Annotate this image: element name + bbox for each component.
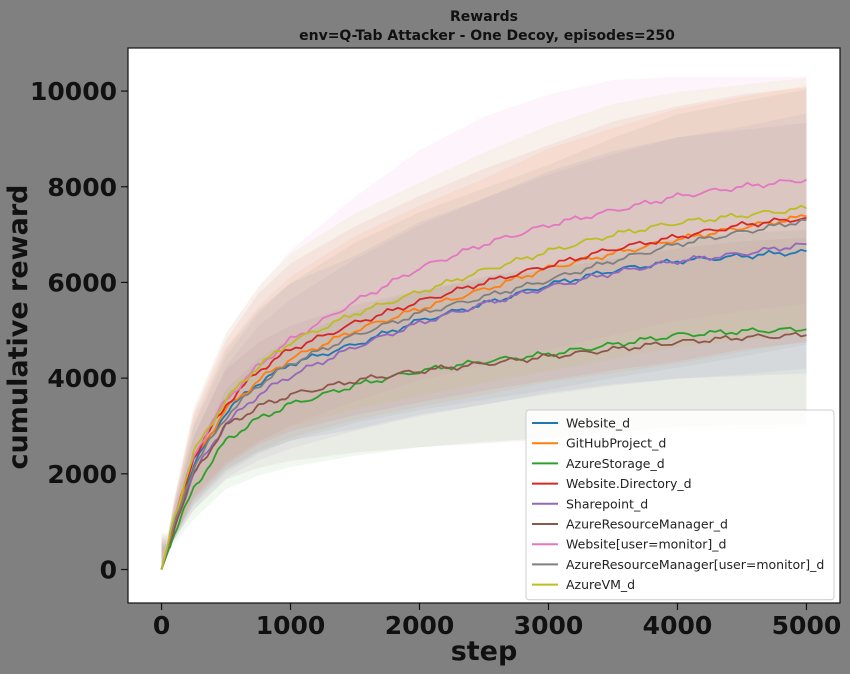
x-tick-label: 1000 xyxy=(256,611,326,640)
std-band-AzureStorage_d xyxy=(161,229,807,570)
y-axis: 0 2000 4000 6000 8000 10000 xyxy=(30,77,128,585)
legend-label: AzureVM_d xyxy=(566,577,635,592)
y-tick-label: 2000 xyxy=(47,460,117,489)
x-tick-label: 0 xyxy=(153,611,170,640)
std-band-AzureResourceManager_d xyxy=(161,237,807,570)
x-tick-label: 5000 xyxy=(772,611,842,640)
y-tick-label: 6000 xyxy=(47,268,117,297)
x-axis-label: step xyxy=(451,636,518,667)
x-tick-label: 4000 xyxy=(643,611,713,640)
chart-subtitle: env=Q-Tab Attacker - One Decoy, episodes… xyxy=(299,28,675,44)
series-line-AzureResourceManager[user=monitor]_d xyxy=(160,218,807,570)
series-line-AzureResourceManager_d xyxy=(160,331,807,570)
std-band-AzureResourceManager[user=monitor]_d xyxy=(161,89,807,570)
legend-label: AzureResourceManager_d xyxy=(566,517,728,532)
legend-label: Website.Directory_d xyxy=(566,476,692,491)
series-line-Website.Directory_d xyxy=(160,216,807,570)
legend-label: AzureStorage_d xyxy=(566,456,665,471)
y-axis-label: cumulative reward xyxy=(3,185,34,470)
std-band-Website_d xyxy=(161,123,807,570)
std-band-Sharepoint_d xyxy=(161,113,807,570)
series-lines xyxy=(160,178,807,570)
y-tick-label: 0 xyxy=(100,556,117,585)
y-tick-label: 8000 xyxy=(47,173,117,202)
legend-label: Website[user=monitor]_d xyxy=(566,537,726,552)
legend-box xyxy=(525,409,835,601)
series-line-Website_d xyxy=(160,248,807,570)
x-tick-label: 2000 xyxy=(385,611,455,640)
legend-label: Sharepoint_d xyxy=(566,496,648,511)
chart-title: Rewards xyxy=(450,9,518,25)
series-line-Website[user=monitor]_d xyxy=(160,178,807,570)
legend-label: GitHubProject_d xyxy=(566,436,666,451)
x-axis: 0 1000 2000 3000 4000 5000 xyxy=(153,603,841,640)
std-band-GitHubProject_d xyxy=(161,85,807,570)
series-line-AzureVM_d xyxy=(160,204,807,570)
legend: Website_d GitHubProject_d AzureStorage_d We… xyxy=(525,409,835,601)
x-tick-label: 3000 xyxy=(514,611,584,640)
std-bands xyxy=(161,76,807,570)
y-tick-label: 4000 xyxy=(47,364,117,393)
legend-label: AzureResourceManager[user=monitor]_d xyxy=(566,557,824,572)
y-tick-label: 10000 xyxy=(30,77,117,106)
legend-label: Website_d xyxy=(566,416,630,431)
std-band-Website.Directory_d xyxy=(161,87,807,570)
